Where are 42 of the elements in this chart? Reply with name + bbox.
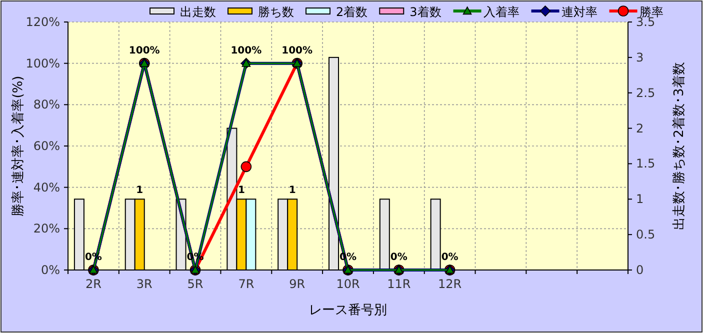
- y2-tick-label: 1: [636, 192, 644, 206]
- y2-tick-label: 0.5: [636, 228, 656, 242]
- data-label: 0%: [441, 252, 458, 263]
- x-tick-label: 3R: [136, 277, 152, 291]
- y-tick-label: 0%: [40, 263, 60, 277]
- x-tick-label: 5R: [187, 277, 204, 291]
- data-label: 100%: [230, 45, 262, 56]
- y-tick-label: 100%: [26, 56, 60, 70]
- x-tick-label: 11R: [387, 277, 411, 291]
- legend-label: 出走数: [180, 5, 216, 19]
- legend-label: 2着数: [336, 5, 368, 19]
- y-tick-label: 20%: [33, 222, 60, 236]
- y-axis-title: 勝率･連対率･入着率(%): [10, 76, 26, 216]
- y-tick-label: 40%: [33, 180, 60, 194]
- data-label: 100%: [282, 45, 313, 56]
- x-tick-label: 2R: [85, 277, 102, 291]
- y2-axis-title: 出走数･勝ち数･2着数･3着数: [671, 62, 687, 230]
- y-tick-label: 120%: [26, 15, 60, 29]
- data-label: 100%: [128, 45, 160, 56]
- x-tick-label: 9R: [289, 277, 306, 291]
- y2-tick-label: 3: [636, 50, 644, 64]
- y-tick-label: 80%: [33, 98, 60, 112]
- y2-tick-label: 2: [636, 121, 644, 136]
- x-tick-label: 10R: [336, 277, 360, 291]
- y2-tick-label: 0: [636, 263, 644, 277]
- point: [240, 161, 252, 172]
- legend-label: 連対率: [561, 5, 598, 19]
- legend-label: 入着率: [483, 5, 520, 19]
- data-label: 0%: [390, 252, 408, 263]
- bar: [430, 198, 441, 270]
- data-label: 1: [238, 185, 245, 196]
- y2-tick-label: 2.5: [636, 86, 656, 100]
- x-tick-label: 7R: [238, 277, 254, 291]
- bar: [379, 198, 390, 270]
- legend-label: 勝ち数: [258, 5, 294, 19]
- data-label: 1: [288, 185, 296, 196]
- x-tick-label: 12R: [438, 277, 462, 291]
- y-tick-label: 60%: [33, 139, 60, 153]
- data-label: 1: [136, 185, 144, 196]
- legend-label: 3着数: [410, 5, 442, 19]
- y2-tick-label: 1.5: [636, 156, 656, 171]
- x-axis-title: レース番号別: [309, 303, 387, 318]
